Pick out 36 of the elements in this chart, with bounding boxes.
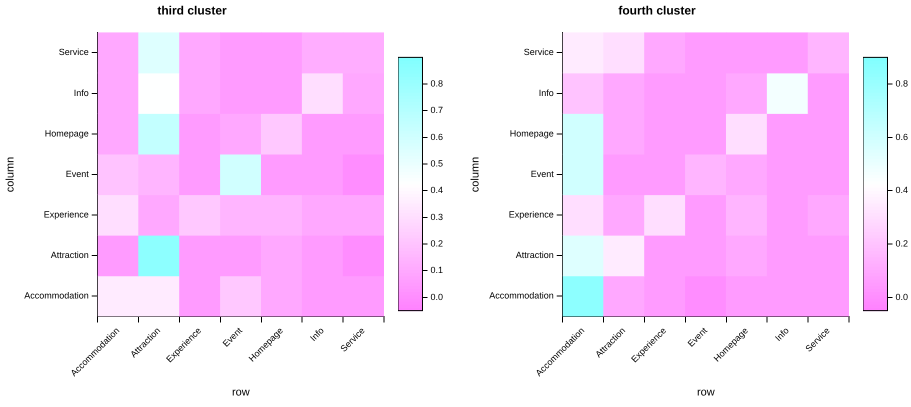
- color-bar-label: 0.1: [430, 265, 444, 276]
- x-tick-label: Info: [308, 325, 326, 344]
- y-tick-label: Event: [66, 168, 90, 179]
- y-tick-label: Homepage: [510, 128, 554, 138]
- y-tick-label: Info: [74, 88, 89, 98]
- y-tick-label: Experience: [44, 210, 89, 220]
- color-bar-label: 0.3: [430, 212, 444, 222]
- color-bar-label: 0.2: [430, 238, 444, 248]
- color-bar-label: 0.0: [895, 292, 908, 302]
- x-axis-title: row: [696, 386, 715, 398]
- color-bar-label: 0.8: [430, 78, 444, 89]
- y-tick-label: Info: [538, 88, 554, 98]
- color-bar-label: 0.0: [430, 292, 444, 302]
- y-tick-label: Service: [524, 47, 554, 58]
- color-bar-label: 0.7: [430, 105, 444, 116]
- chart-title: fourth cluster: [618, 4, 696, 18]
- color-bar-label: 0.2: [895, 238, 908, 248]
- y-tick-label: Service: [58, 47, 89, 58]
- y-tick-label: Attraction: [50, 250, 89, 260]
- chart-title: third cluster: [157, 4, 227, 18]
- x-axis-title: row: [232, 386, 250, 398]
- color-bar-label: 0.6: [895, 132, 908, 142]
- y-tick-label: Accommodation: [24, 290, 89, 301]
- y-axis-title: column: [470, 156, 482, 192]
- color-bar-label: 0.5: [430, 158, 444, 168]
- y-tick-label: Experience: [508, 210, 554, 220]
- y-tick-label: Accommodation: [489, 290, 554, 301]
- color-bar-label: 0.8: [895, 78, 908, 89]
- color-bar-label: 0.4: [430, 185, 444, 196]
- y-tick-label: Attraction: [516, 250, 554, 260]
- y-tick-label: Homepage: [44, 128, 89, 138]
- color-bar-label: 0.4: [895, 185, 908, 196]
- y-tick-label: Event: [530, 168, 554, 179]
- color-bar-label: 0.6: [430, 132, 444, 142]
- x-tick-label: Info: [773, 325, 791, 344]
- y-axis-title: column: [4, 156, 17, 192]
